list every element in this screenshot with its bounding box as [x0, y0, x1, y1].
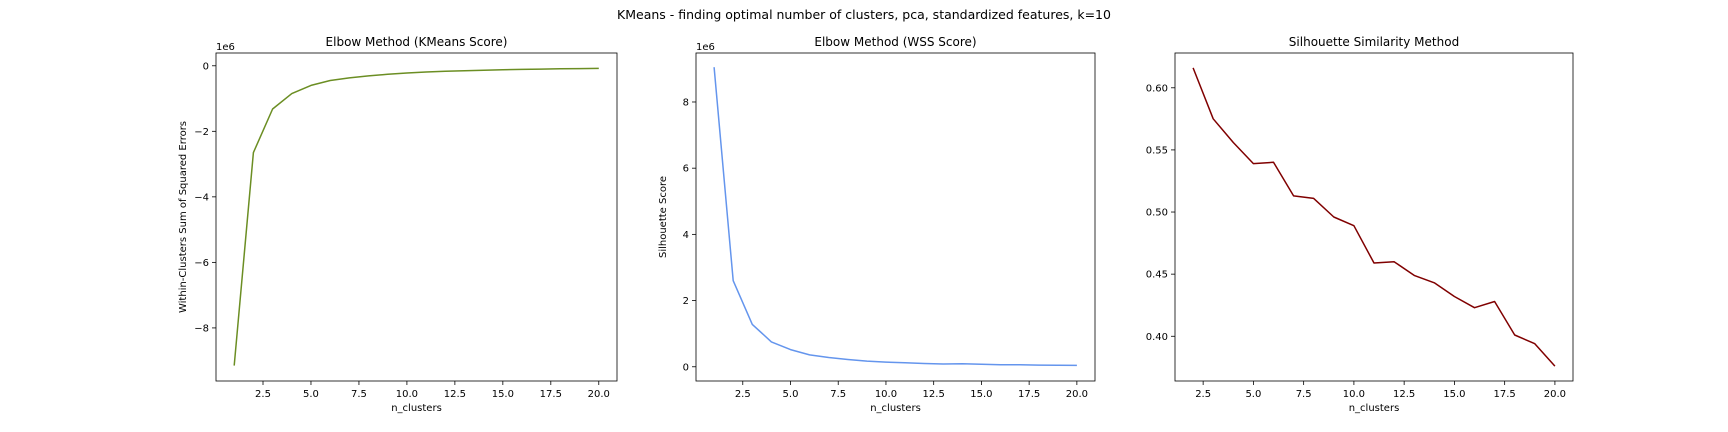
y-tick-label: 0	[683, 362, 689, 373]
x-axis-label: n_clusters	[391, 403, 442, 414]
x-tick-label: 5.0	[1245, 389, 1261, 400]
y-tick-label: 0.50	[1146, 208, 1168, 219]
x-axis-label: n_clusters	[870, 403, 921, 414]
y-tick-label: 8	[683, 97, 689, 108]
y-axis-label: Silhouette Score	[658, 176, 669, 258]
chart-1: Elbow Method (KMeans Score) 2.5 5.0 7.5 10.0…	[178, 35, 618, 414]
x-tick-label: 7.5	[830, 389, 846, 400]
y-offset-label: 1e6	[216, 42, 235, 53]
chart-title: Silhouette Similarity Method	[1289, 35, 1459, 49]
y-tick-label: 2	[683, 296, 689, 307]
x-tick-label: 15.0	[1443, 389, 1465, 400]
x-tick-label: 20.0	[1066, 389, 1088, 400]
y-tick-label: 0.55	[1146, 145, 1168, 156]
x-tick-label: 12.5	[923, 389, 945, 400]
plot-frame	[215, 52, 618, 382]
plots: Elbow Method (KMeans Score) 2.5 5.0 7.5 10.0…	[178, 35, 1574, 414]
y-tick-label: 0	[203, 61, 209, 72]
x-tick-label: 5.0	[303, 389, 319, 400]
x-tick-label: 2.5	[255, 389, 271, 400]
plot-frame	[695, 52, 1096, 382]
y-tick-label: −2	[194, 127, 209, 138]
x-tick-label: 7.5	[351, 389, 367, 400]
x-tick-label: 2.5	[1195, 389, 1211, 400]
y-tick-label: −8	[194, 323, 209, 334]
x-tick-label: 10.0	[1343, 389, 1365, 400]
series-line	[713, 67, 1077, 367]
x-tick-label: 17.5	[1494, 389, 1516, 400]
chart-2: Elbow Method (WSS Score) 2.5 5.0 7.5 10.0 12.…	[658, 35, 1096, 414]
y-tick-label: 6	[683, 164, 689, 175]
x-tick-label: 15.0	[970, 389, 992, 400]
x-tick-label: 20.0	[588, 389, 610, 400]
x-axis-label: n_clusters	[1349, 403, 1400, 414]
x-tick-label: 17.5	[540, 389, 562, 400]
figure-suptitle: KMeans - finding optimal number of clust…	[617, 7, 1111, 22]
y-tick-label: −4	[194, 192, 209, 203]
y-tick-label: 4	[683, 230, 689, 241]
series-line	[233, 67, 599, 366]
chart-title: Elbow Method (KMeans Score)	[326, 35, 508, 49]
chart-3: Silhouette Similarity Method 2.5 5.0 7.5 10.…	[1146, 35, 1574, 414]
y-tick-label: 0.60	[1146, 83, 1168, 94]
x-tick-label: 17.5	[1018, 389, 1040, 400]
y-axis-label: Within-Clusters Sum of Squared Errors	[178, 121, 189, 313]
plot-frame	[1174, 52, 1574, 382]
x-tick-label: 2.5	[735, 389, 751, 400]
series-line	[1192, 67, 1556, 367]
x-tick-label: 12.5	[1393, 389, 1415, 400]
chart-title: Elbow Method (WSS Score)	[814, 35, 976, 49]
x-tick-label: 10.0	[396, 389, 418, 400]
y-tick-label: −6	[194, 258, 209, 269]
x-tick-label: 20.0	[1544, 389, 1566, 400]
x-tick-label: 15.0	[492, 389, 514, 400]
x-tick-label: 5.0	[783, 389, 799, 400]
y-tick-label: 0.40	[1146, 332, 1168, 343]
y-offset-label: 1e6	[696, 42, 715, 53]
y-tick-label: 0.45	[1146, 270, 1168, 281]
x-tick-label: 10.0	[875, 389, 897, 400]
x-tick-label: 7.5	[1296, 389, 1312, 400]
x-tick-label: 12.5	[444, 389, 466, 400]
